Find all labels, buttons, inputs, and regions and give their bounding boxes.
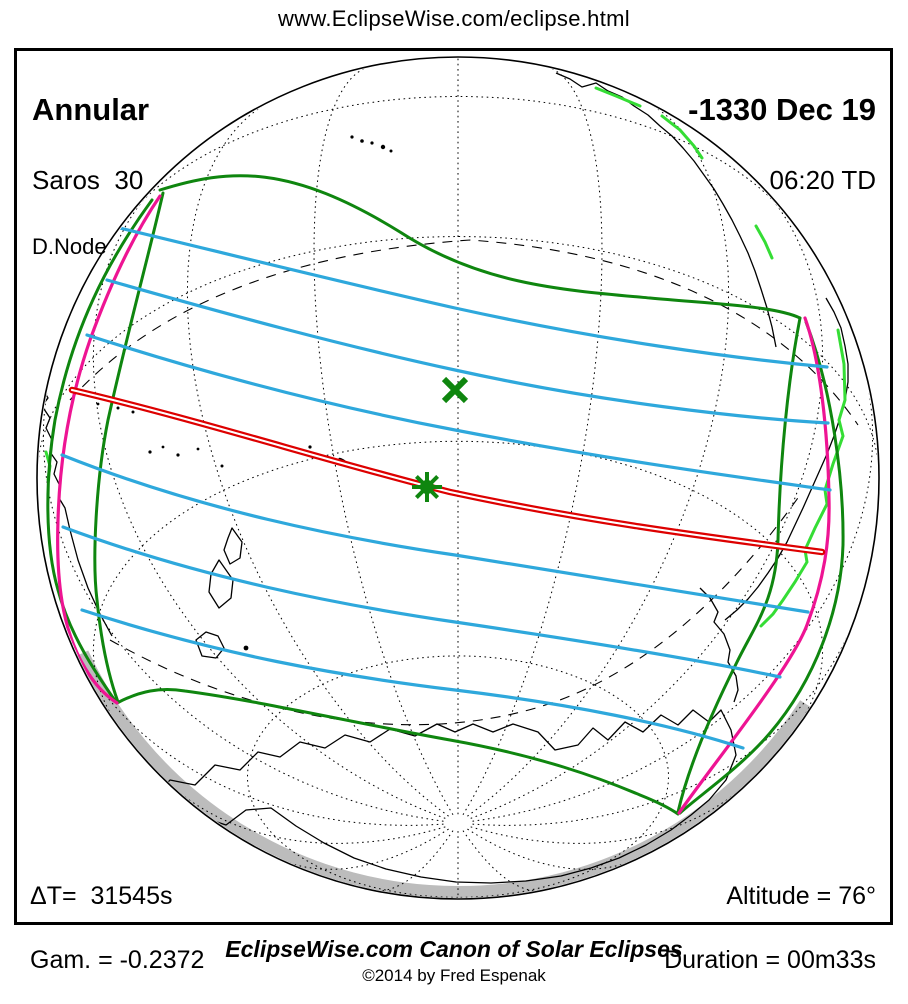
southern-penumbral-limit (115, 688, 680, 816)
new-zealand-north-island (223, 527, 243, 565)
map-frame (14, 48, 893, 925)
central-path (68, 386, 826, 556)
south-america-coast (724, 297, 849, 621)
isoline-5 (61, 525, 782, 679)
eclipse-markers (412, 376, 469, 502)
west-rise-set-curve (56, 194, 162, 705)
coast-highlights (44, 86, 847, 628)
california-coast-highlight (660, 114, 704, 160)
graticule-meridians (42, 58, 874, 898)
north-america-coast (555, 72, 777, 348)
globe-outline (36, 56, 880, 900)
ecliptic-dashed-arc (69, 239, 859, 426)
duration-label: Duration = 00m33s (664, 946, 876, 975)
eclipse-type-label: Annular (32, 91, 150, 127)
west-outer-limit (46, 198, 154, 704)
eclipse-info-top-right: -1330 Dec 19 06:20 TD (688, 60, 876, 211)
footer-copyright: ©2014 by Fred Espenak (362, 966, 546, 985)
greatest-eclipse-marker (412, 472, 442, 502)
saros-label: Saros 30 (32, 164, 144, 195)
australia-east-coast (41, 387, 113, 637)
isoline-3 (85, 333, 832, 492)
graticule (38, 58, 878, 898)
eclipse-time-label: 06:20 TD (769, 164, 876, 195)
east-rise-set-curve (677, 316, 831, 815)
eclipse-lines (46, 174, 845, 816)
eclipse-info-bottom-left: ΔT= 31545s Gam. = -0.2372 (30, 845, 204, 991)
page-url-text: www.EclipseWise.com/eclipse.html (278, 6, 630, 31)
east-inner-limit (676, 316, 802, 814)
tasmania-coast (195, 631, 225, 659)
mexico-coast-highlight (754, 224, 774, 260)
node-label: D.Node (32, 234, 107, 260)
eclipse-date-label: -1330 Dec 19 (688, 91, 876, 127)
northern-penumbral-limit (158, 174, 802, 320)
terminator-shading-band (77, 650, 811, 898)
central-path-core (70, 388, 824, 554)
eclipse-info-bottom-right: Altitude = 76° Duration = 00m33s (664, 845, 876, 991)
isoline-4 (60, 453, 810, 614)
coastlines (41, 72, 849, 884)
isoline-2 (105, 278, 830, 425)
eclipse-info-top-left: Annular Saros 30 D.Node (32, 60, 149, 275)
subsolar-point-marker (441, 376, 469, 404)
gamma-label: Gam. = -0.2372 (30, 946, 205, 975)
alaska-coast-highlight (594, 86, 642, 108)
east-outer-limit (678, 320, 845, 815)
andes-coast-highlight (759, 328, 847, 628)
delta-t-label: ΔT= 31545s (30, 881, 173, 910)
altitude-label: Altitude = 76° (726, 881, 876, 910)
isoline-6 (80, 608, 745, 750)
magnitude-isolines (60, 222, 832, 750)
antarctica-coast (151, 709, 737, 884)
west-inner-limit (93, 191, 165, 704)
isoline-1 (101, 222, 829, 369)
footer-title: EclipseWise.com Canon of Solar Eclipses (225, 936, 683, 962)
south-america-inland-coast (699, 587, 739, 703)
